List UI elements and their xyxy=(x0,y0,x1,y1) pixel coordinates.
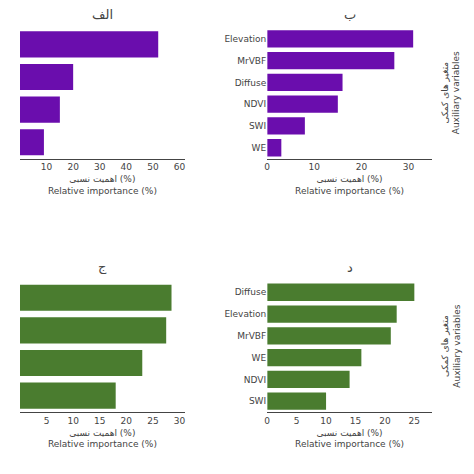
svg-text:د: د xyxy=(347,260,353,275)
svg-text:10: 10 xyxy=(320,416,332,426)
svg-text:40: 40 xyxy=(121,162,133,172)
svg-text:20: 20 xyxy=(67,162,79,172)
svg-text:Diffuse: Diffuse xyxy=(235,78,267,88)
svg-text:10: 10 xyxy=(41,162,53,172)
svg-text:اهمیت نسبی (%)Relative importa: اهمیت نسبی (%)Relative importance (%) xyxy=(48,174,157,196)
svg-text:20: 20 xyxy=(356,162,368,172)
svg-text:Elevation: Elevation xyxy=(224,309,266,319)
svg-text:الف: الف xyxy=(92,7,113,22)
svg-text:0: 0 xyxy=(264,162,270,172)
svg-text:15: 15 xyxy=(350,416,361,426)
svg-text:اهمیت نسبی (%)Relative importa: اهمیت نسبی (%)Relative importance (%) xyxy=(295,174,404,196)
svg-text:متغیر های کمکیAuxiliary variab: متغیر های کمکیAuxiliary variables xyxy=(440,304,462,387)
svg-text:30: 30 xyxy=(403,162,415,172)
svg-text:ب: ب xyxy=(344,7,356,22)
svg-text:5: 5 xyxy=(44,416,50,426)
svg-text:0: 0 xyxy=(264,416,270,426)
svg-text:MrVBF: MrVBF xyxy=(237,331,266,341)
svg-text:25: 25 xyxy=(409,416,420,426)
svg-text:اهمیت نسبی (%)Relative importa: اهمیت نسبی (%)Relative importance (%) xyxy=(48,428,157,450)
svg-text:25: 25 xyxy=(147,416,158,426)
svg-text:30: 30 xyxy=(94,162,106,172)
svg-text:15: 15 xyxy=(94,416,105,426)
svg-text:WE: WE xyxy=(252,143,267,153)
svg-text:متغیر های کمکیAuxiliary variab: متغیر های کمکیAuxiliary variables xyxy=(440,51,462,134)
svg-text:MrVBF: MrVBF xyxy=(237,56,266,66)
svg-text:30: 30 xyxy=(174,416,186,426)
svg-text:5: 5 xyxy=(294,416,300,426)
svg-text:ج: ج xyxy=(98,259,107,275)
svg-text:NDVI: NDVI xyxy=(244,99,266,109)
svg-text:50: 50 xyxy=(147,162,159,172)
svg-text:20: 20 xyxy=(121,416,133,426)
svg-text:Diffuse: Diffuse xyxy=(235,287,267,297)
svg-text:NDVI: NDVI xyxy=(244,375,266,385)
svg-text:اهمیت نسبی (%)Relative importa: اهمیت نسبی (%)Relative importance (%) xyxy=(295,428,404,450)
svg-text:SWI: SWI xyxy=(249,121,266,131)
svg-text:SWI: SWI xyxy=(249,396,266,406)
svg-text:10: 10 xyxy=(67,416,79,426)
svg-text:10: 10 xyxy=(309,162,321,172)
svg-text:WE: WE xyxy=(252,353,267,363)
svg-text:Elevation: Elevation xyxy=(224,34,266,44)
svg-text:20: 20 xyxy=(379,416,391,426)
svg-text:60: 60 xyxy=(174,162,186,172)
